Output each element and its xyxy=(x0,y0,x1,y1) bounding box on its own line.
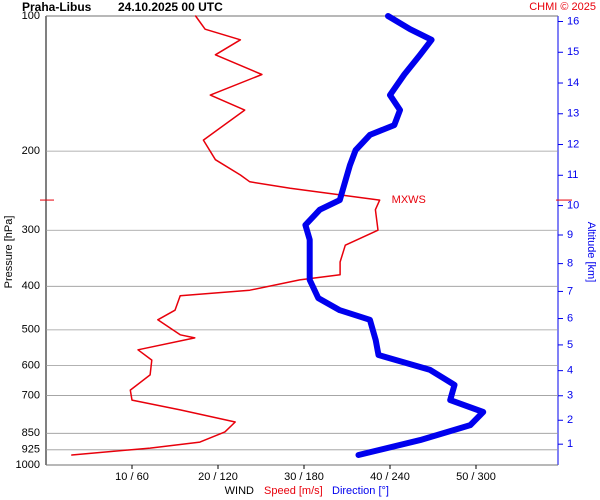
x-tick-label: 40 / 240 xyxy=(370,471,410,483)
y-tick-label: 925 xyxy=(22,444,40,456)
y2-tick-label: 3 xyxy=(567,390,573,402)
y2-tick-label: 2 xyxy=(567,414,573,426)
x-series-label: Speed [m/s] xyxy=(264,485,323,497)
y-tick-label: 100 xyxy=(22,10,40,22)
credit: CHMI © 2025 xyxy=(529,1,596,13)
y2-tick-label: 13 xyxy=(567,108,579,120)
series-line xyxy=(71,15,381,456)
y-tick-label: 500 xyxy=(22,324,40,336)
y2-tick-label: 6 xyxy=(567,312,573,324)
y2-tick-label: 12 xyxy=(567,138,579,150)
y2-tick-label: 15 xyxy=(567,46,579,58)
y2-tick-label: 4 xyxy=(567,365,573,377)
y-tick-label: 600 xyxy=(22,359,40,371)
y-tick-label: 300 xyxy=(22,224,40,236)
y2-axis-label: Altitude [km] xyxy=(585,222,597,283)
y2-tick-label: 16 xyxy=(567,15,579,27)
y2-tick-label: 8 xyxy=(567,258,573,270)
x-tick-label: 20 / 120 xyxy=(198,471,238,483)
y2-tick-label: 10 xyxy=(567,199,579,211)
y-tick-label: 850 xyxy=(22,427,40,439)
y2-tick-label: 11 xyxy=(567,169,578,181)
x-tick-label: 50 / 300 xyxy=(456,471,496,483)
chart-subtitle: 24.10.2025 00 UTC xyxy=(118,0,223,14)
series-line xyxy=(302,13,487,458)
y-axis-label: Pressure [hPa] xyxy=(3,216,15,289)
y2-tick-label: 9 xyxy=(567,229,573,241)
y-tick-label: 400 xyxy=(22,280,40,292)
annotation: MXWS xyxy=(392,194,426,206)
y-tick-label: 1000 xyxy=(16,459,40,471)
x-tick-label: 10 / 60 xyxy=(115,471,149,483)
y-tick-label: 200 xyxy=(22,145,40,157)
x-series-label: Direction [°] xyxy=(332,485,389,497)
y2-tick-label: 5 xyxy=(567,339,573,351)
y2-tick-label: 1 xyxy=(567,438,573,450)
y2-tick-label: 14 xyxy=(567,77,579,89)
y-tick-label: 700 xyxy=(22,389,40,401)
x-tick-label: 30 / 180 xyxy=(284,471,324,483)
chart-title: Praha-Libus xyxy=(22,0,92,14)
x-axis-label: WIND xyxy=(225,485,254,497)
y2-tick-label: 7 xyxy=(567,285,573,297)
